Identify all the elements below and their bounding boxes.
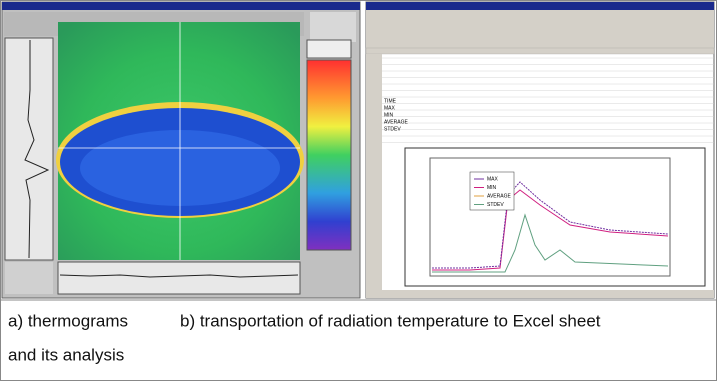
legend-label: MIN xyxy=(487,185,497,191)
row-headers xyxy=(366,54,382,290)
caption-b: b) transportation of radiation temperatu… xyxy=(180,311,601,330)
legend-label: AVERAGE xyxy=(487,193,511,199)
row-label: STDEV xyxy=(384,126,401,132)
caption-a-cont: and its analysis xyxy=(8,345,124,364)
legend-label: MAX xyxy=(487,176,499,182)
excel-title-bar xyxy=(366,2,714,10)
figure: TIMEMAXMINAVERAGESTDEV MAXMINAVERAGESTDE… xyxy=(0,0,717,381)
title-bar xyxy=(2,2,360,10)
scale-top-box xyxy=(307,40,351,58)
horizontal-profile xyxy=(58,262,300,294)
body: TIMEMAXMINAVERAGESTDEV MAXMINAVERAGESTDE… xyxy=(0,0,717,381)
date-box xyxy=(310,12,356,42)
plot-area xyxy=(430,158,670,276)
page: body { margin: 0; width: 717px; height: … xyxy=(0,0,717,381)
color-scale xyxy=(307,60,351,250)
row-label: AVERAGE xyxy=(384,119,408,125)
caption-a: a) thermograms xyxy=(8,311,128,330)
toolbars xyxy=(366,10,714,48)
info-box xyxy=(5,262,53,294)
vertical-profile xyxy=(5,38,53,260)
legend-label: STDEV xyxy=(487,202,504,208)
thermogram-window xyxy=(2,2,360,298)
row-label: TIME xyxy=(384,98,397,104)
column-headers xyxy=(366,48,714,54)
row-label: MIN xyxy=(384,112,394,118)
row-label: MAX xyxy=(384,105,396,111)
sheet-tabs xyxy=(366,290,714,298)
